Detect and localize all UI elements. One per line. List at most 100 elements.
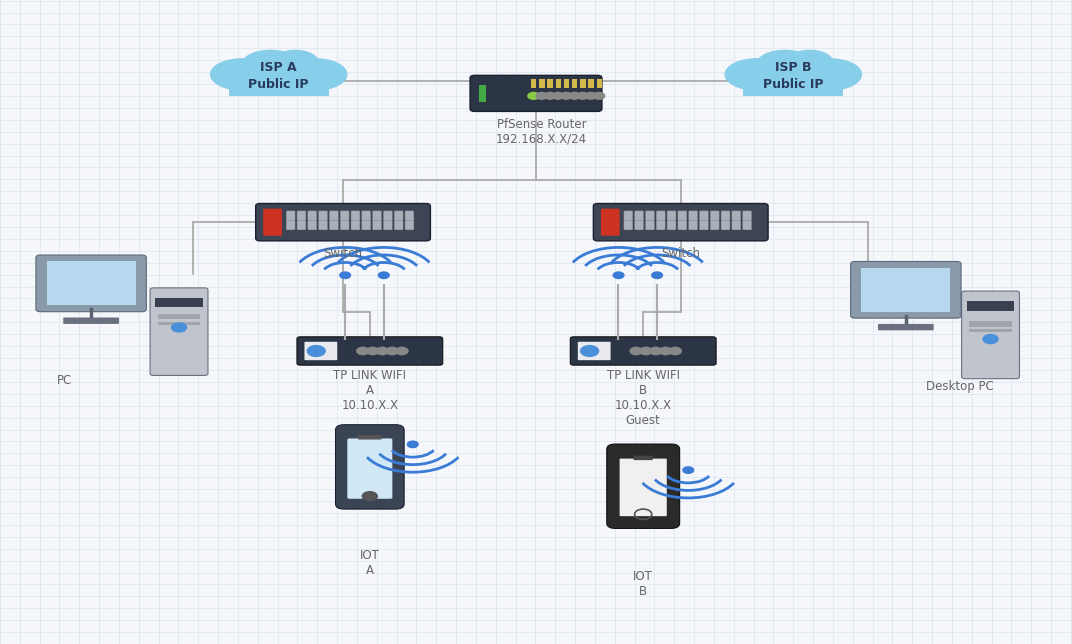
FancyBboxPatch shape	[362, 220, 371, 230]
Circle shape	[650, 347, 661, 355]
FancyBboxPatch shape	[578, 342, 611, 360]
FancyBboxPatch shape	[678, 220, 687, 230]
Circle shape	[362, 492, 377, 501]
FancyBboxPatch shape	[347, 439, 392, 498]
FancyBboxPatch shape	[286, 220, 295, 230]
FancyBboxPatch shape	[318, 211, 327, 220]
Circle shape	[378, 272, 389, 278]
FancyBboxPatch shape	[624, 220, 632, 230]
FancyBboxPatch shape	[304, 342, 338, 360]
FancyBboxPatch shape	[597, 79, 602, 88]
FancyBboxPatch shape	[580, 79, 585, 88]
FancyBboxPatch shape	[264, 209, 282, 236]
Circle shape	[669, 347, 682, 355]
FancyBboxPatch shape	[594, 204, 768, 241]
Circle shape	[340, 272, 351, 278]
Circle shape	[407, 441, 418, 448]
Circle shape	[659, 347, 672, 355]
Ellipse shape	[229, 59, 329, 95]
FancyBboxPatch shape	[35, 255, 146, 312]
FancyBboxPatch shape	[570, 337, 716, 365]
FancyBboxPatch shape	[470, 75, 602, 111]
FancyBboxPatch shape	[634, 456, 653, 460]
FancyBboxPatch shape	[969, 329, 1012, 332]
Circle shape	[552, 93, 564, 99]
FancyBboxPatch shape	[607, 444, 680, 528]
Text: Switch: Switch	[324, 247, 362, 260]
Circle shape	[577, 93, 589, 99]
FancyBboxPatch shape	[711, 211, 719, 220]
FancyBboxPatch shape	[700, 211, 709, 220]
Ellipse shape	[272, 50, 318, 76]
FancyBboxPatch shape	[297, 220, 306, 230]
Circle shape	[367, 347, 378, 355]
Text: PC: PC	[57, 374, 72, 386]
Circle shape	[172, 323, 187, 332]
Ellipse shape	[229, 65, 279, 92]
FancyBboxPatch shape	[589, 79, 594, 88]
FancyBboxPatch shape	[732, 220, 741, 230]
Ellipse shape	[725, 59, 788, 90]
FancyBboxPatch shape	[862, 268, 950, 312]
FancyBboxPatch shape	[721, 220, 730, 230]
FancyBboxPatch shape	[150, 288, 208, 375]
Circle shape	[308, 346, 325, 356]
FancyBboxPatch shape	[721, 211, 730, 220]
Circle shape	[396, 347, 408, 355]
FancyBboxPatch shape	[572, 79, 578, 88]
FancyBboxPatch shape	[362, 211, 371, 220]
FancyBboxPatch shape	[229, 76, 328, 96]
Circle shape	[376, 347, 388, 355]
FancyBboxPatch shape	[564, 79, 569, 88]
FancyBboxPatch shape	[63, 317, 119, 324]
Circle shape	[561, 93, 572, 99]
FancyBboxPatch shape	[405, 220, 414, 230]
FancyBboxPatch shape	[688, 211, 698, 220]
Ellipse shape	[210, 59, 273, 90]
Ellipse shape	[242, 50, 299, 79]
Text: TP LINK WIFI
B
10.10.X.X
Guest: TP LINK WIFI B 10.10.X.X Guest	[607, 369, 680, 427]
FancyBboxPatch shape	[155, 298, 203, 307]
FancyBboxPatch shape	[743, 211, 751, 220]
Ellipse shape	[787, 50, 833, 76]
Circle shape	[585, 93, 596, 99]
Text: PfSense Router
192.168.X.X/24: PfSense Router 192.168.X.X/24	[495, 118, 587, 146]
FancyBboxPatch shape	[711, 220, 719, 230]
FancyBboxPatch shape	[384, 211, 392, 220]
Text: Switch: Switch	[661, 247, 700, 260]
FancyBboxPatch shape	[358, 435, 382, 439]
FancyBboxPatch shape	[678, 211, 687, 220]
Circle shape	[545, 93, 555, 99]
FancyBboxPatch shape	[255, 204, 430, 241]
FancyBboxPatch shape	[394, 211, 403, 220]
Text: ISP B
Public IP: ISP B Public IP	[763, 61, 823, 91]
FancyBboxPatch shape	[373, 211, 382, 220]
FancyBboxPatch shape	[620, 459, 667, 516]
FancyBboxPatch shape	[384, 220, 392, 230]
Text: ISP A
Public IP: ISP A Public IP	[249, 61, 309, 91]
Ellipse shape	[799, 59, 862, 90]
Ellipse shape	[744, 59, 843, 95]
Circle shape	[569, 93, 580, 99]
FancyBboxPatch shape	[318, 220, 327, 230]
FancyBboxPatch shape	[297, 337, 443, 365]
FancyBboxPatch shape	[635, 220, 643, 230]
Text: IOT
A: IOT A	[360, 549, 379, 577]
FancyBboxPatch shape	[336, 425, 404, 509]
Circle shape	[613, 272, 624, 278]
FancyBboxPatch shape	[329, 211, 339, 220]
FancyBboxPatch shape	[600, 209, 620, 236]
FancyBboxPatch shape	[700, 220, 709, 230]
FancyBboxPatch shape	[555, 79, 561, 88]
FancyBboxPatch shape	[308, 211, 316, 220]
FancyBboxPatch shape	[340, 220, 349, 230]
FancyBboxPatch shape	[539, 79, 545, 88]
FancyBboxPatch shape	[645, 220, 654, 230]
Circle shape	[357, 347, 369, 355]
FancyBboxPatch shape	[635, 211, 643, 220]
FancyBboxPatch shape	[308, 220, 316, 230]
FancyBboxPatch shape	[158, 321, 200, 325]
FancyBboxPatch shape	[340, 211, 349, 220]
FancyBboxPatch shape	[351, 220, 360, 230]
FancyBboxPatch shape	[878, 324, 934, 330]
